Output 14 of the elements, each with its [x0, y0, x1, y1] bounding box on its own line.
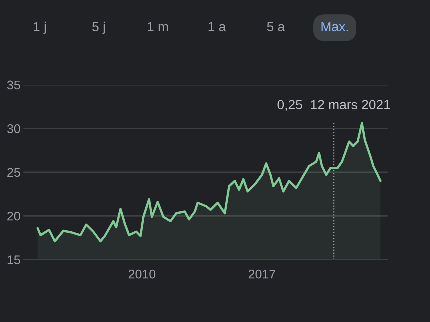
- text: Max.: [322, 22, 348, 32]
- x-tick-label: 2017: [248, 270, 276, 279]
- y-tick-label: 30: [7, 124, 20, 134]
- y-tick-label: 15: [8, 256, 20, 265]
- ref-line-label: 0,25 12 mars 2021: [278, 100, 390, 112]
- text: 1 a: [208, 22, 226, 32]
- text: 1 j: [34, 22, 46, 34]
- y-tick-label: 35: [7, 80, 20, 90]
- y-tick-label: 25: [8, 168, 20, 178]
- text: 1 m: [148, 22, 168, 32]
- y-tick-label: 20: [8, 212, 20, 221]
- text: 5 j: [92, 22, 106, 34]
- text: 5 a: [267, 22, 286, 32]
- x-tick-label: 2010: [128, 270, 156, 279]
